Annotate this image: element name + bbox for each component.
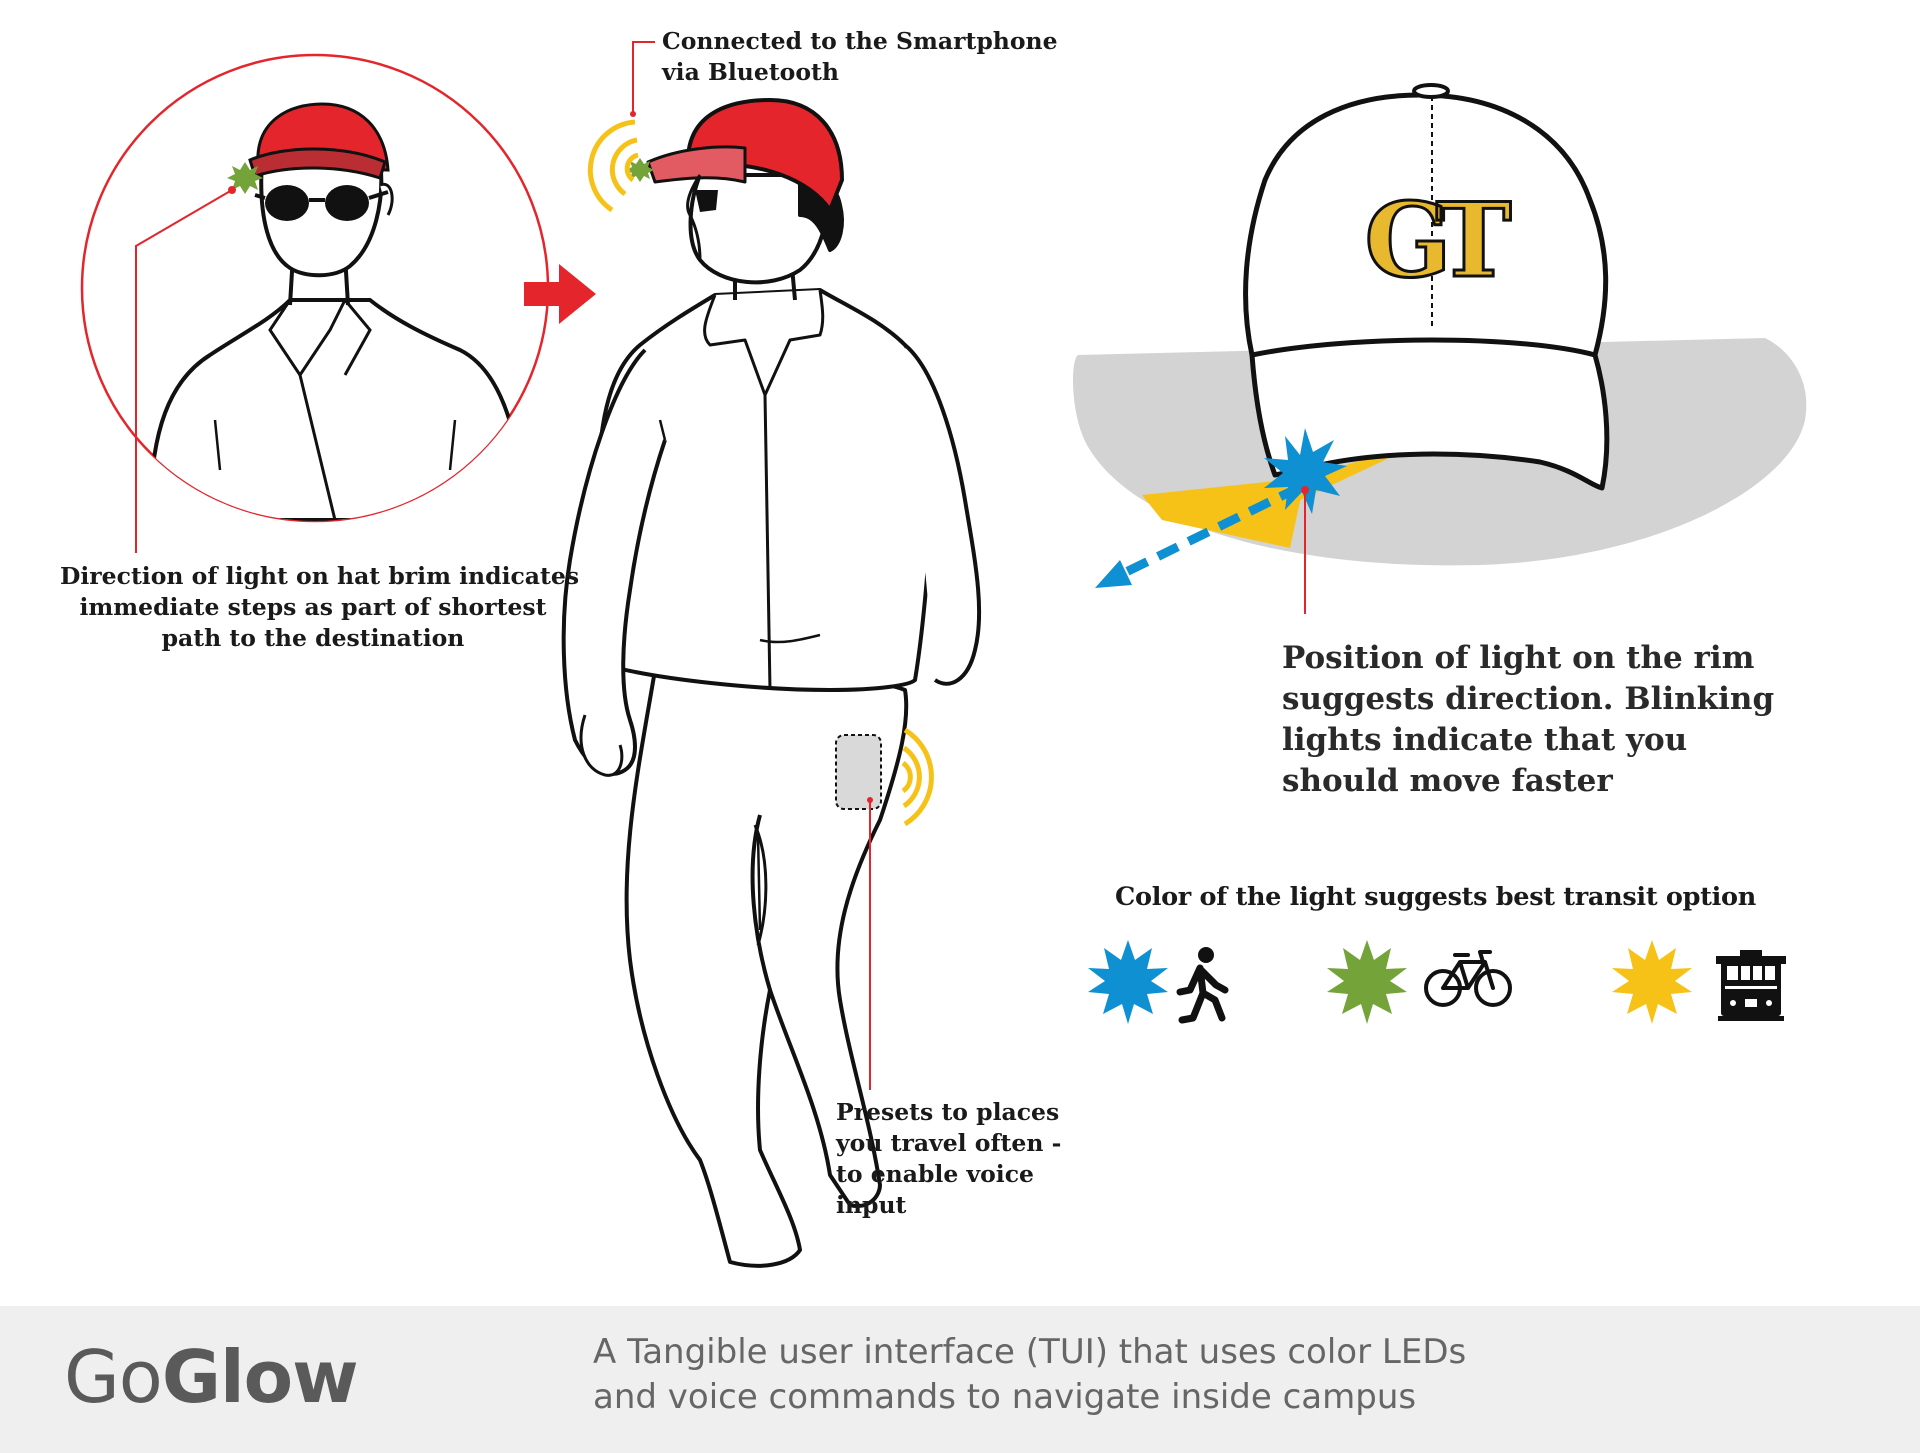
label-line: you travel often - (836, 1129, 1062, 1157)
phone-in-pocket (835, 734, 882, 810)
legend-burst-bike (1327, 940, 1407, 1024)
label-line: to enable voice (836, 1160, 1034, 1188)
label-line: Direction of light on hat brim indicates (60, 562, 580, 590)
label-line: Presets to places (836, 1098, 1060, 1126)
footer-bar (0, 1306, 1920, 1453)
color-legend (1088, 940, 1786, 1024)
bluetooth-label: Connected to the Smartphone via Bluetoot… (662, 26, 1058, 88)
label-line: Color of the light suggests best transit… (1115, 882, 1756, 912)
presets-label: Presets to places you travel often - to … (836, 1097, 1061, 1221)
bluetooth-signal-icon (587, 119, 639, 213)
label-line: should move faster (1282, 763, 1613, 799)
label-line: Connected to the Smartphone (662, 27, 1058, 55)
label-line: input (836, 1191, 907, 1219)
closeup-circle (80, 53, 550, 523)
green-led-small (626, 158, 654, 182)
rim-position-label: Position of light on the rim suggests di… (1282, 638, 1774, 802)
brand-prefix: Go (64, 1335, 163, 1419)
brand-logo: GoGlow (64, 1332, 359, 1422)
label-line: suggests direction. Blinking (1282, 681, 1775, 717)
legend-burst-trolley (1612, 940, 1692, 1024)
green-led-burst (227, 162, 263, 194)
tagline: A Tangible user interface (TUI) that use… (593, 1330, 1466, 1420)
label-line: path to the destination (161, 624, 465, 652)
cap-logo: GT (1364, 181, 1510, 301)
label-line: immediate steps as part of shortest (79, 593, 547, 621)
trolley-icon (1716, 950, 1786, 1021)
light-beam (1142, 478, 1305, 548)
label-line: lights indicate that you (1282, 722, 1688, 758)
blue-led-burst (1264, 428, 1347, 514)
hat-direction-label: Direction of light on hat brim indicates… (60, 561, 580, 654)
walking-person (561, 98, 982, 1268)
label-line: via Bluetooth (662, 58, 839, 86)
bicycle-icon (1424, 950, 1512, 1007)
tagline-line: and voice commands to navigate inside ca… (593, 1377, 1417, 1417)
red-arrow (524, 264, 596, 324)
brand-bold: Glow (161, 1335, 359, 1419)
legend-burst-walk (1088, 940, 1168, 1024)
hat-direction-leader (135, 189, 233, 553)
label-line: Position of light on the rim (1282, 640, 1755, 676)
closeup-person (147, 102, 528, 521)
cap-illustration: GT (1073, 83, 1807, 614)
color-legend-title: Color of the light suggests best transit… (1115, 880, 1756, 914)
walking-person-icon (1176, 947, 1229, 1024)
tagline-line: A Tangible user interface (TUI) that use… (593, 1332, 1467, 1372)
phone-signal-icon (901, 727, 934, 827)
